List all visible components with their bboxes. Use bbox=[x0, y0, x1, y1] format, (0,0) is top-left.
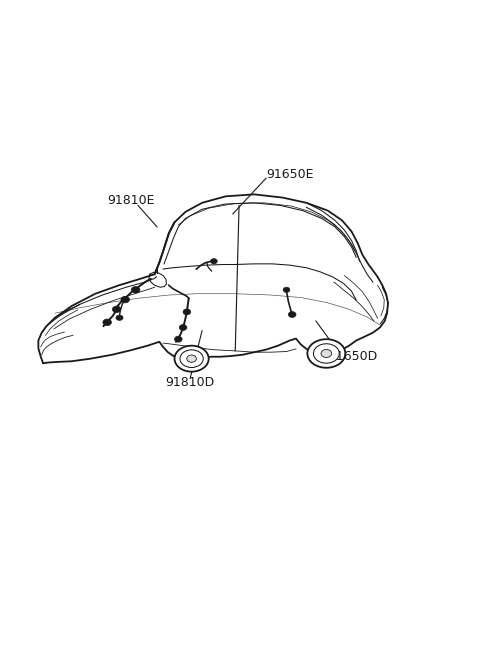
Text: 91810D: 91810D bbox=[166, 376, 215, 389]
Ellipse shape bbox=[121, 296, 130, 303]
Ellipse shape bbox=[179, 325, 187, 330]
Ellipse shape bbox=[175, 336, 182, 342]
Ellipse shape bbox=[103, 319, 111, 326]
Ellipse shape bbox=[175, 346, 209, 371]
Ellipse shape bbox=[211, 259, 217, 264]
Text: 91650D: 91650D bbox=[328, 350, 377, 364]
Text: 91810E: 91810E bbox=[107, 195, 155, 208]
Ellipse shape bbox=[321, 350, 332, 358]
Ellipse shape bbox=[288, 312, 296, 318]
Ellipse shape bbox=[187, 355, 196, 362]
Ellipse shape bbox=[307, 339, 345, 367]
Ellipse shape bbox=[112, 306, 121, 312]
Ellipse shape bbox=[313, 344, 339, 363]
Ellipse shape bbox=[283, 288, 290, 292]
Ellipse shape bbox=[180, 350, 203, 367]
Ellipse shape bbox=[183, 309, 191, 315]
Ellipse shape bbox=[132, 287, 140, 293]
Text: 91650E: 91650E bbox=[266, 168, 313, 181]
Ellipse shape bbox=[116, 315, 123, 320]
